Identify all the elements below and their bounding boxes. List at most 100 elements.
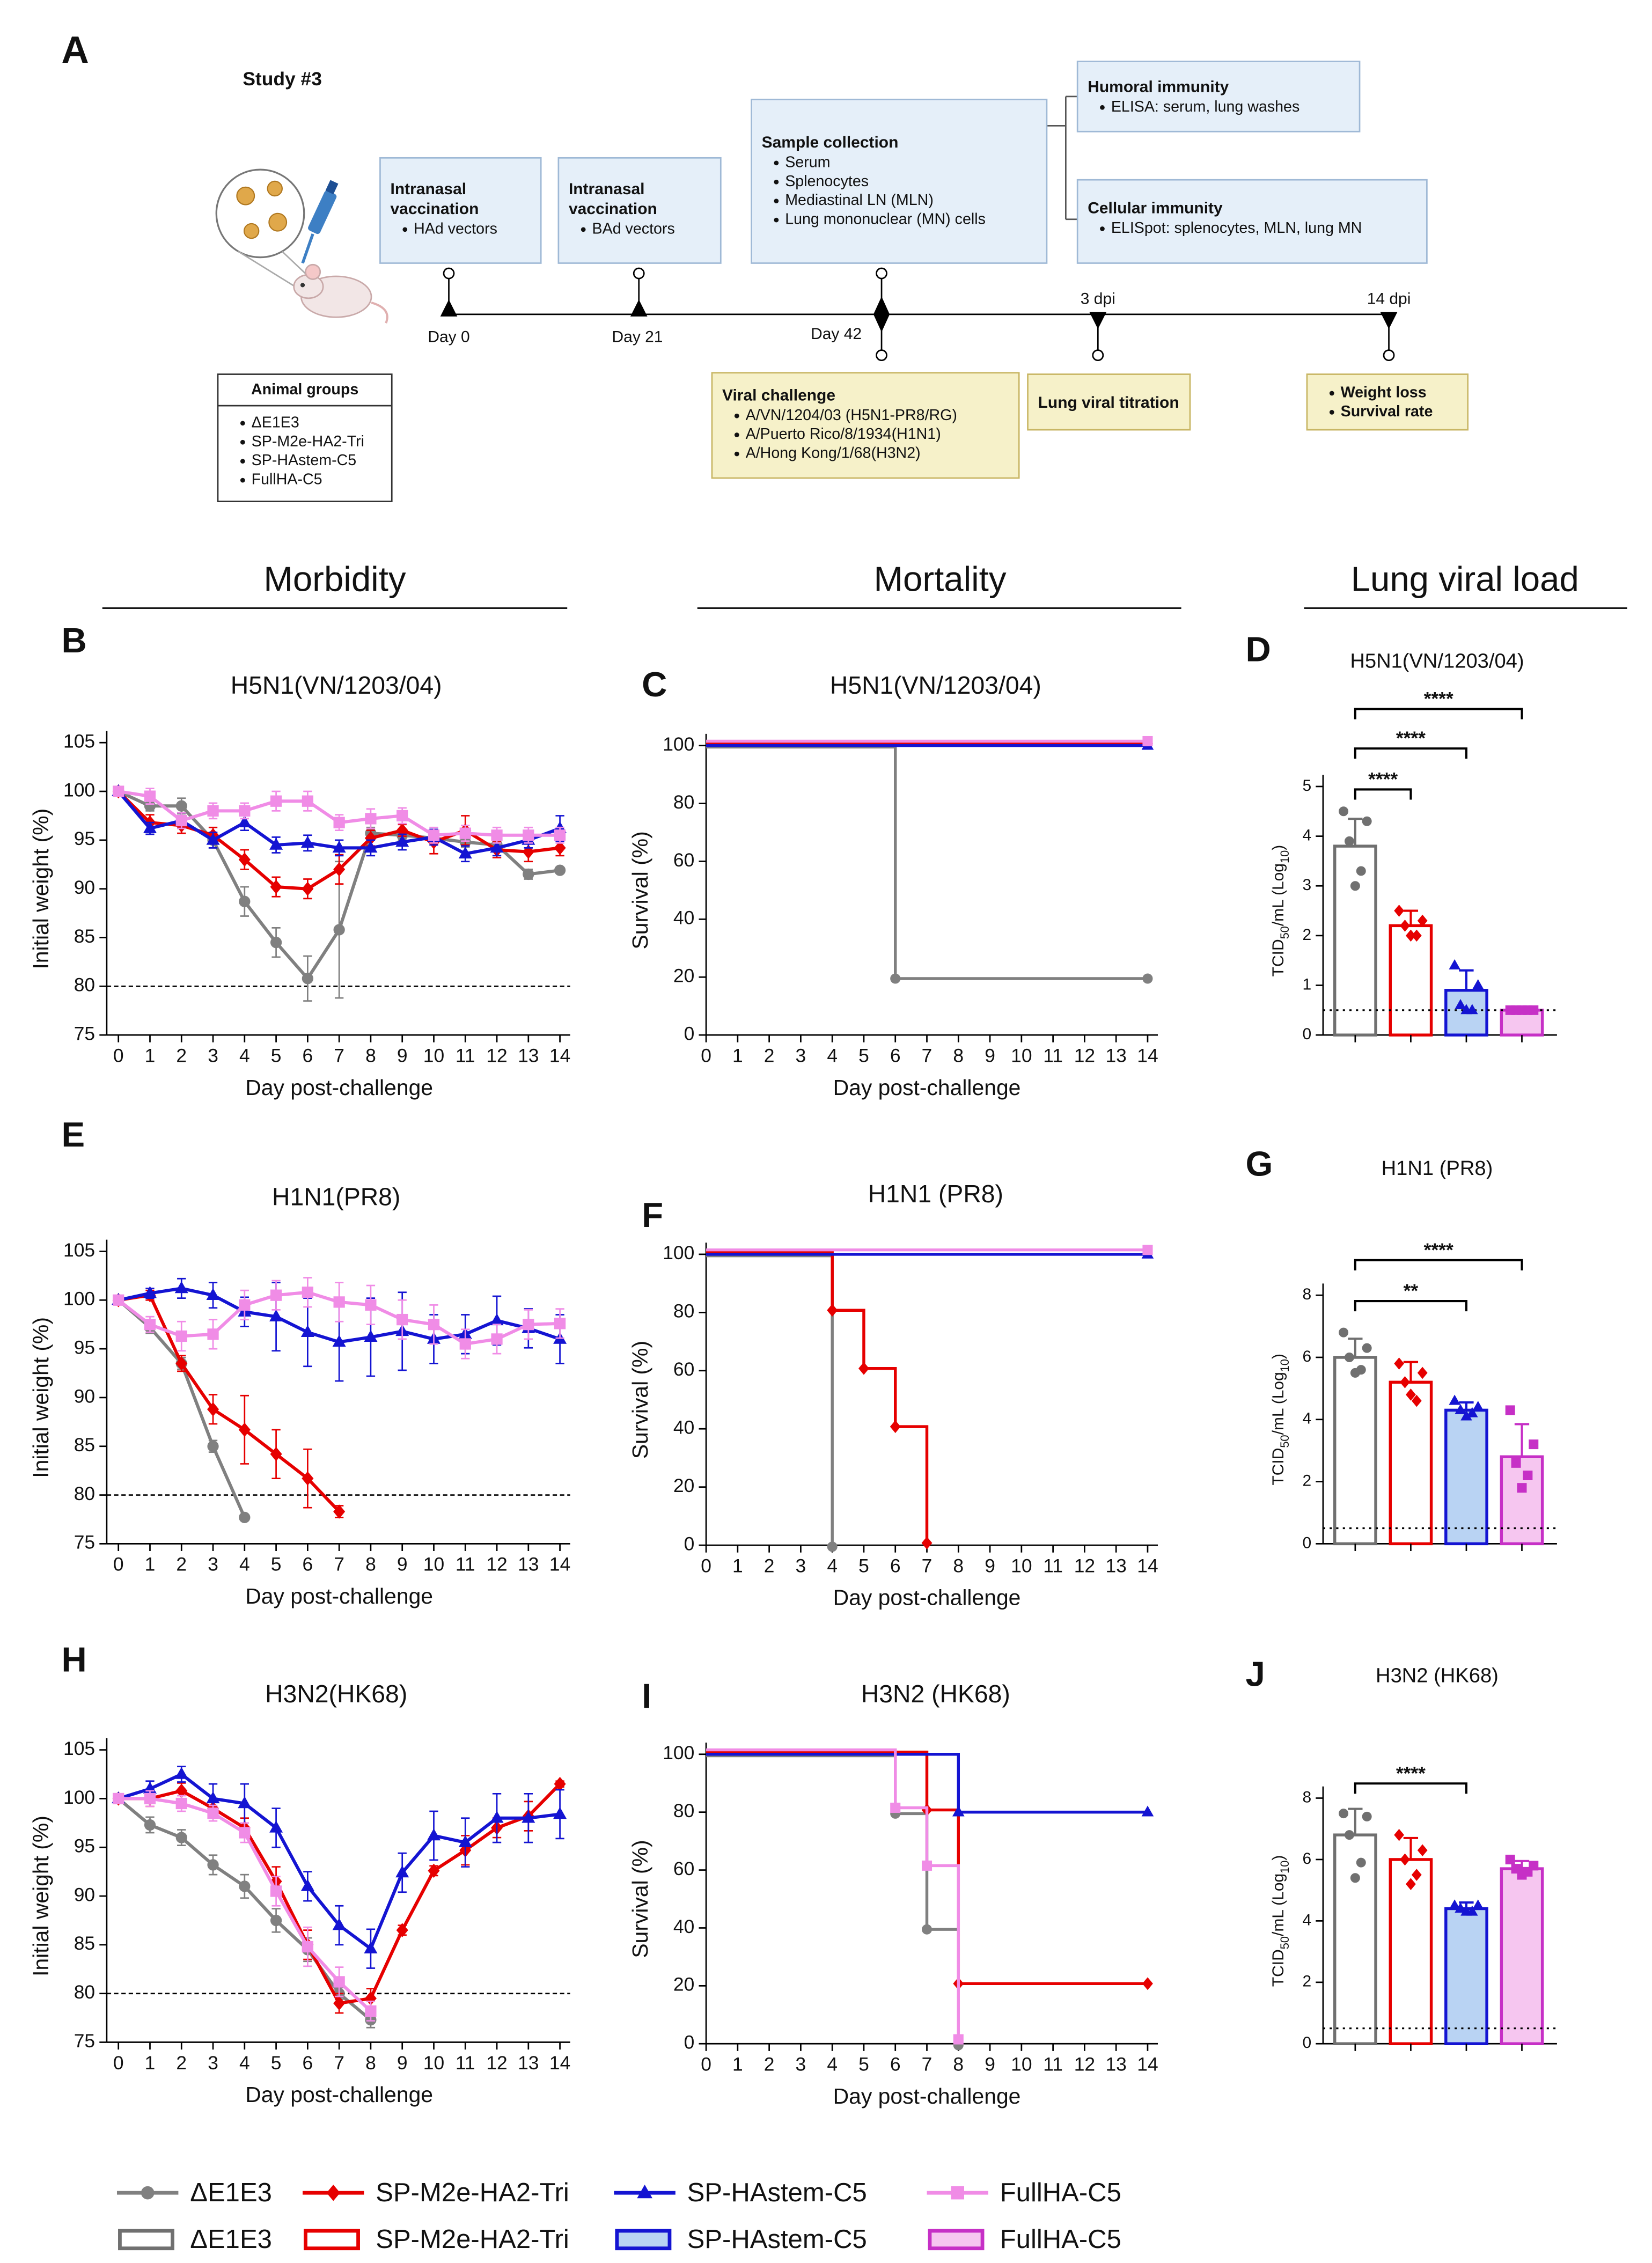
marker <box>1449 959 1460 969</box>
marker <box>302 795 313 807</box>
marker <box>302 1287 313 1298</box>
marker <box>1517 1005 1527 1015</box>
marker <box>554 841 566 855</box>
marker <box>113 1294 124 1306</box>
x-tick-label: 11 <box>456 1045 475 1066</box>
box-title: Humoral immunity <box>1088 78 1229 95</box>
x-tick-label: 10 <box>423 1045 444 1066</box>
x-tick-label: 5 <box>858 1045 869 1066</box>
marker <box>1356 866 1366 876</box>
legend-swatch <box>304 2229 360 2251</box>
x-tick-label: 6 <box>890 1555 901 1576</box>
marker <box>490 1811 504 1823</box>
significance-bracket <box>1354 1782 1467 1794</box>
legend-swatch <box>615 2229 672 2251</box>
chart-title: H5N1(VN/1203/04) <box>830 671 1041 699</box>
y-axis-label: TCID50/mL (Log10) <box>1269 845 1291 977</box>
marker <box>396 1923 408 1937</box>
box-title: vaccination <box>569 200 657 218</box>
magnifier <box>215 168 305 259</box>
marker <box>364 1329 378 1342</box>
x-tick-label: 14 <box>1137 1045 1158 1066</box>
marker <box>1350 881 1360 891</box>
marker <box>1417 914 1428 927</box>
legend-label: ΔE1E3 <box>190 2178 272 2207</box>
marker <box>921 1924 933 1935</box>
significance-label: **** <box>1368 768 1398 790</box>
marker <box>1411 1869 1422 1881</box>
x-tick-label: 14 <box>1137 2053 1158 2075</box>
marker <box>1455 1902 1466 1913</box>
marker <box>491 1333 503 1345</box>
marker <box>207 1808 219 1819</box>
bullet <box>1329 391 1334 396</box>
x-tick-label: 4 <box>827 2053 838 2075</box>
x-tick-label: 7 <box>922 2053 933 2075</box>
x-axis-label: Day post-challenge <box>245 2082 433 2107</box>
marker <box>1517 1483 1527 1493</box>
marker <box>637 2184 652 2199</box>
bullet <box>581 227 586 232</box>
x-tick-label: 10 <box>1011 2053 1032 2075</box>
marker <box>333 1296 345 1308</box>
x-tick-label: 7 <box>334 2052 344 2074</box>
bullet <box>1100 105 1105 110</box>
marker <box>175 1832 187 1843</box>
x-tick-label: 7 <box>334 1045 344 1066</box>
y-tick-label: 105 <box>63 1738 95 1759</box>
marker <box>1460 1004 1472 1015</box>
x-tick-label: 4 <box>827 1045 838 1066</box>
y-tick-label: 100 <box>63 1288 95 1310</box>
legend-label: FullHA-C5 <box>1000 2225 1121 2254</box>
schematic-art <box>215 95 1398 362</box>
y-tick-label: 0 <box>684 2032 695 2053</box>
x-tick-label: 8 <box>953 2053 964 2075</box>
y-axis-label: Initial weight (%) <box>28 1816 53 1977</box>
x-tick-label: 6 <box>890 1045 901 1066</box>
x-tick-label: 10 <box>1011 1045 1032 1066</box>
survival-line <box>706 1748 960 2040</box>
marker <box>143 821 157 833</box>
y-tick-label: 8 <box>1302 1285 1311 1303</box>
chart-title: H3N2 (HK68) <box>861 1680 1010 1708</box>
marker <box>1472 979 1484 989</box>
x-tick-label: 13 <box>518 1554 539 1575</box>
marker <box>333 862 346 877</box>
x-tick-label: 8 <box>953 1045 964 1066</box>
marker <box>554 1318 566 1329</box>
survival-line <box>706 745 1148 980</box>
y-axis-label: TCID50/mL (Log10) <box>1269 1855 1291 1987</box>
y-tick-label: 4 <box>1302 1410 1311 1428</box>
marker <box>206 1791 220 1804</box>
legend-swatch <box>118 2229 174 2251</box>
x-tick-label: 11 <box>1043 2053 1063 2075</box>
bullet <box>774 217 779 223</box>
marker <box>890 1802 901 1813</box>
section-title: Lung viral load <box>1351 560 1579 599</box>
connector <box>1046 95 1078 221</box>
marker <box>332 1918 346 1930</box>
marker <box>300 835 314 848</box>
y-axis-label-part: TCID <box>1269 1448 1287 1486</box>
y-tick-label: 2 <box>1302 926 1311 944</box>
y-tick-label: 0 <box>1302 1025 1311 1043</box>
x-tick-label: 3 <box>796 2053 806 2075</box>
marker <box>113 785 124 797</box>
marker <box>207 1441 219 1452</box>
legend-label: SP-HAstem-C5 <box>687 2178 867 2207</box>
marker <box>522 1811 535 1823</box>
survival-line <box>706 1254 834 1547</box>
marker <box>333 817 345 828</box>
x-tick-label: 10 <box>1011 1555 1032 1576</box>
marker <box>1455 1404 1466 1414</box>
y-axis-label-part: ) <box>1269 1855 1287 1861</box>
x-tick-label: 1 <box>732 1045 743 1066</box>
x-tick-label: 5 <box>271 1045 282 1066</box>
chart-title: H5N1(VN/1203/04) <box>231 671 442 699</box>
marker <box>1417 1844 1428 1857</box>
marker <box>269 837 283 850</box>
x-tick-label: 6 <box>303 2052 313 2074</box>
panel-label: E <box>61 1115 85 1154</box>
marker <box>397 810 408 822</box>
